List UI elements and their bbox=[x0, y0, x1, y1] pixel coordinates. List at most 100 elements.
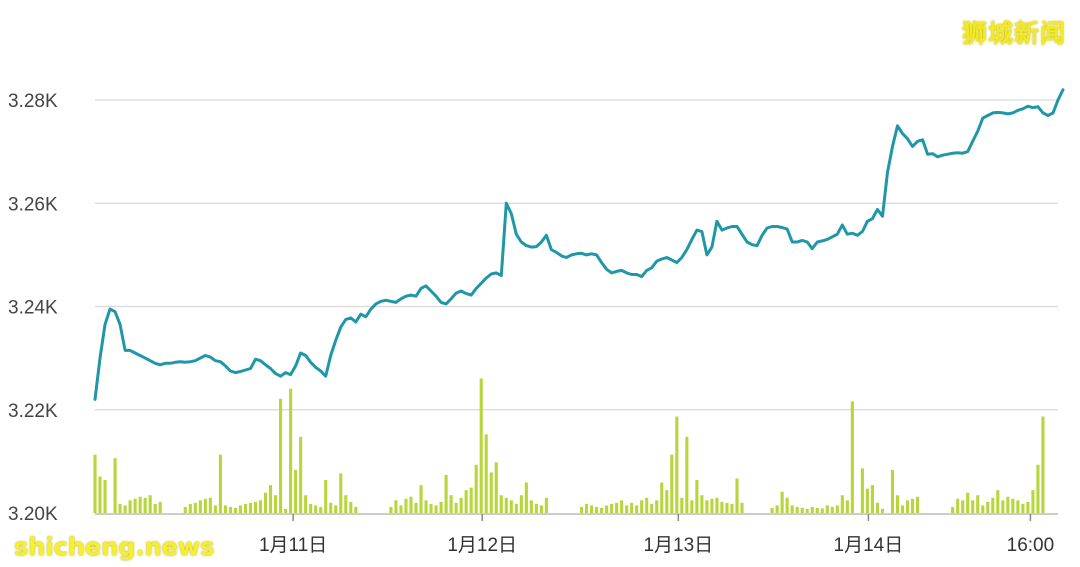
volume-bar bbox=[434, 505, 438, 513]
volume-bar bbox=[655, 500, 659, 513]
volume-bar bbox=[905, 500, 910, 513]
volume-bar bbox=[895, 495, 900, 513]
x-tick-label: 1月13日 bbox=[643, 535, 713, 556]
volume-bar bbox=[670, 454, 674, 513]
x-axis-ticks: 1月11日 1月12日 1月13日 1月14日 16:00 bbox=[259, 514, 1054, 556]
volume-bar bbox=[489, 472, 493, 513]
x-tick-label: 1月12日 bbox=[447, 535, 517, 556]
volume-bar bbox=[284, 508, 288, 513]
volume-bar bbox=[524, 482, 528, 513]
volume-bar bbox=[464, 490, 468, 513]
volume-bar bbox=[1041, 416, 1045, 513]
volume-bar bbox=[279, 398, 283, 513]
x-tick-label: 16:00 bbox=[1007, 535, 1055, 556]
volume-bar bbox=[971, 500, 975, 513]
volume-bar bbox=[650, 503, 654, 513]
volume-bar bbox=[203, 498, 207, 513]
volume-bar bbox=[725, 502, 729, 513]
volume-bar bbox=[354, 506, 358, 513]
volume-bar bbox=[605, 505, 609, 513]
volume-bar bbox=[956, 498, 960, 513]
volume-bar bbox=[253, 501, 258, 513]
volume-bar bbox=[294, 469, 298, 513]
volume-bar bbox=[705, 500, 709, 513]
volume-bar bbox=[770, 507, 774, 513]
volume-bar bbox=[544, 497, 548, 513]
volume-bar bbox=[840, 495, 844, 513]
volume-bar bbox=[850, 401, 854, 513]
volume-bar bbox=[183, 506, 187, 513]
volume-bar bbox=[449, 495, 453, 513]
volume-bar bbox=[429, 503, 433, 513]
volume-bar bbox=[790, 505, 794, 513]
site-watermark: shicheng.news bbox=[14, 533, 215, 561]
volume-bar bbox=[103, 480, 107, 513]
volume-bar bbox=[188, 503, 192, 513]
volume-bar bbox=[805, 508, 809, 513]
volume-bar bbox=[735, 478, 739, 513]
volume-bar bbox=[740, 502, 744, 513]
volume-bar bbox=[509, 500, 513, 513]
volume-bar bbox=[961, 500, 965, 513]
volume-bar bbox=[519, 495, 523, 513]
volume-bar bbox=[600, 507, 604, 513]
volume-bar bbox=[394, 500, 398, 513]
volume-bar bbox=[865, 488, 869, 513]
volume-bar bbox=[534, 503, 538, 513]
volume-bar bbox=[645, 497, 649, 513]
volume-bar bbox=[514, 503, 518, 513]
volume-bar bbox=[715, 497, 719, 513]
volume-bar bbox=[143, 497, 147, 513]
volume-bar bbox=[389, 506, 393, 513]
volume-bar bbox=[263, 492, 268, 513]
volume-bar bbox=[404, 498, 408, 513]
volume-bar bbox=[820, 508, 824, 513]
volume-bar bbox=[981, 505, 985, 513]
volume-bar bbox=[835, 505, 839, 513]
volume-bar bbox=[780, 491, 784, 513]
volume-bar bbox=[228, 506, 232, 513]
volume-bar bbox=[680, 497, 684, 513]
volume-bar bbox=[319, 506, 323, 513]
volume-bar bbox=[113, 458, 117, 513]
y-tick-label: 3.26K bbox=[8, 194, 58, 215]
x-tick-label: 1月11日 bbox=[259, 535, 327, 556]
volume-bar bbox=[900, 505, 905, 513]
volume-bar bbox=[1016, 500, 1020, 513]
volume-bar bbox=[218, 454, 222, 513]
volume-bar bbox=[349, 501, 353, 513]
volume-bar bbox=[625, 505, 629, 513]
volume-bar bbox=[444, 474, 448, 513]
volume-bar bbox=[800, 507, 804, 513]
volume-bar bbox=[785, 497, 789, 513]
volume-bar bbox=[1011, 498, 1015, 513]
volume-bar bbox=[329, 502, 333, 513]
volume-bar bbox=[685, 436, 689, 513]
volume-bar bbox=[660, 482, 664, 513]
volume-bar bbox=[258, 500, 263, 513]
volume-bar bbox=[123, 505, 127, 513]
volume-bar bbox=[299, 436, 303, 513]
volume-bar bbox=[504, 497, 508, 513]
y-tick-label: 3.22K bbox=[8, 401, 58, 422]
volume-bar bbox=[128, 500, 132, 513]
volume-bar bbox=[153, 503, 157, 513]
volume-bar bbox=[414, 502, 418, 513]
volume-bar bbox=[324, 480, 328, 513]
volume-bar bbox=[880, 508, 885, 513]
volume-bar bbox=[248, 502, 253, 513]
volume-bar bbox=[93, 454, 97, 513]
volume-bar bbox=[289, 388, 293, 513]
volume-bar bbox=[529, 500, 533, 513]
volume-bar bbox=[268, 485, 273, 513]
volume-bar bbox=[610, 503, 614, 513]
volume-bar bbox=[720, 501, 724, 513]
volume-bar bbox=[579, 506, 584, 513]
volume-bar bbox=[339, 473, 343, 513]
volume-bar bbox=[584, 503, 589, 513]
volume-bar bbox=[474, 464, 478, 513]
volume-bar bbox=[825, 505, 829, 513]
y-tick-label: 3.20K bbox=[8, 504, 58, 525]
volume-bar bbox=[665, 490, 669, 513]
